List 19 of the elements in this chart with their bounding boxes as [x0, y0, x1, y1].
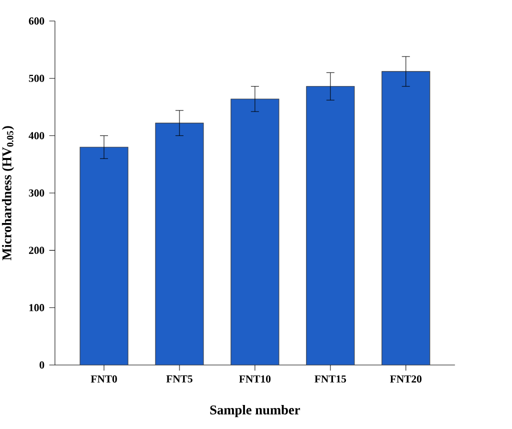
y-tick-label: 100: [29, 304, 44, 312]
y-tick-label: 300: [28, 189, 44, 197]
x-tick-label: FNT15: [314, 375, 346, 383]
y-axis-title: Microhardness (HV$_{0.05}$): [2, 126, 14, 260]
y-tick-label: 500: [28, 74, 44, 82]
x-tick-label: FNT10: [239, 375, 271, 383]
bar: [80, 146, 128, 365]
x-tick-label: FNT0: [90, 375, 117, 383]
x-axis-title: Sample number: [210, 405, 300, 418]
y-tick-label: 400: [28, 132, 44, 140]
bar: [155, 122, 204, 365]
bar: [306, 86, 355, 365]
x-tick-label: FNT20: [390, 375, 422, 383]
bar: [382, 71, 430, 365]
y-tick-label: 0: [40, 361, 44, 369]
y-tick-label: 600: [28, 17, 44, 25]
y-tick-label: 200: [28, 246, 44, 254]
bar: [230, 98, 280, 365]
x-tick-label: FNT5: [166, 375, 192, 382]
